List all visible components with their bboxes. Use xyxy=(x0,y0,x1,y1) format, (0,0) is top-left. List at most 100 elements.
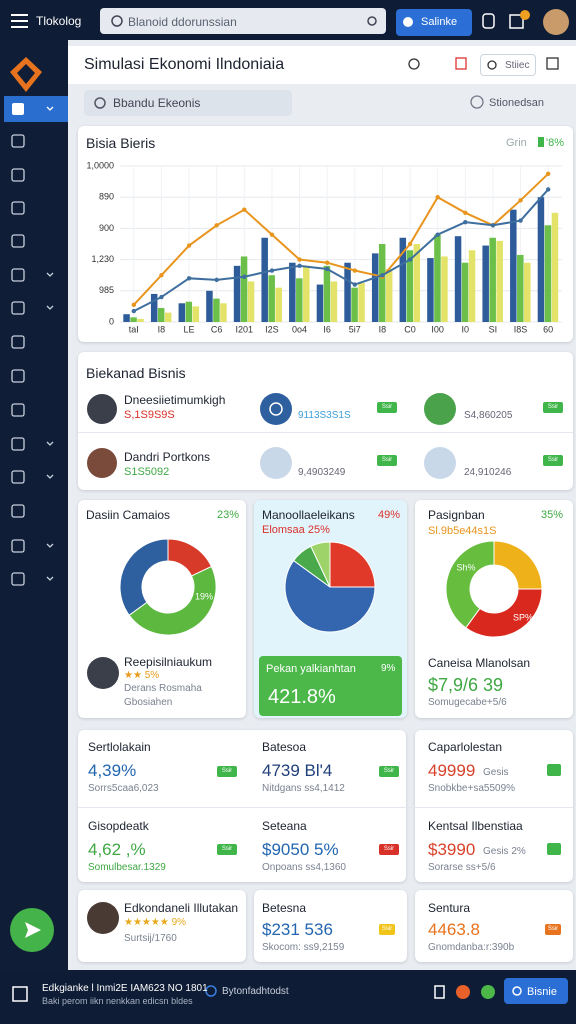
stat-note: Onpoans ss4,1360 xyxy=(262,862,346,873)
point xyxy=(463,219,468,225)
stats-card xyxy=(78,730,406,882)
badge: Ssir xyxy=(545,924,561,935)
x-tick-label: I201 xyxy=(236,324,254,334)
x-tick-label: SI xyxy=(489,324,498,334)
search-icon[interactable] xyxy=(367,16,377,26)
bell-icon[interactable] xyxy=(482,13,495,29)
menu-icon[interactable] xyxy=(11,14,28,28)
filter-search[interactable] xyxy=(84,90,292,116)
business-value: S1S5092 xyxy=(124,466,170,478)
point xyxy=(352,282,358,287)
business-icon xyxy=(260,447,292,479)
header-search[interactable] xyxy=(480,54,536,76)
sidebar-icon[interactable] xyxy=(11,268,25,282)
x-tick-label: 0o4 xyxy=(292,324,307,334)
slice-label: 19% xyxy=(195,591,213,601)
icon-part xyxy=(455,57,467,70)
stat-note: Somulbesar.1329 xyxy=(88,862,166,873)
point xyxy=(131,302,137,308)
bar xyxy=(247,281,255,322)
filter-placeholder: Bbandu Ekeonis xyxy=(113,96,201,110)
business-icon xyxy=(260,393,292,425)
sidebar-icon[interactable] xyxy=(11,201,25,215)
chart-title: Bisia Bieris xyxy=(86,135,156,151)
point xyxy=(186,276,192,281)
point xyxy=(435,195,440,200)
bar xyxy=(275,287,282,322)
footer-icon[interactable] xyxy=(456,985,470,999)
sidebar-icon[interactable] xyxy=(11,403,25,417)
stat-note: Sorarse ss+5/6 xyxy=(428,862,496,873)
header-icons[interactable] xyxy=(408,57,559,70)
bar xyxy=(551,212,559,322)
bar xyxy=(517,254,524,322)
rating: ★★ 5% xyxy=(124,670,160,681)
bar xyxy=(316,284,324,322)
footer-subtitle: Baki perom iikn nenkkan edicsn bldes xyxy=(42,996,193,1006)
icon-part xyxy=(455,57,467,70)
legend-badge: '8% xyxy=(546,137,564,149)
point xyxy=(269,268,275,273)
y-tick-label: 890 xyxy=(99,192,114,202)
dropdown-icon[interactable] xyxy=(470,95,484,109)
stat-note: Skocom: ss9,2159 xyxy=(262,942,345,953)
avatar xyxy=(87,657,119,689)
x-tick-label: C6 xyxy=(211,324,223,334)
stats-card xyxy=(415,730,573,882)
stat-value: 4,62 ,% xyxy=(88,840,146,859)
search-placeholder: Blanoid ddorunssian xyxy=(128,15,237,29)
inbox-icon[interactable] xyxy=(509,14,524,29)
stat-value: 4739 Bl'4 xyxy=(262,761,333,780)
sidebar-icon[interactable] xyxy=(11,470,25,484)
x-tick-label: 5i7 xyxy=(349,324,361,334)
bar xyxy=(289,262,296,322)
footer-link[interactable]: Bytonfadhtodst xyxy=(222,986,289,997)
icon-part xyxy=(12,986,28,1002)
footer-button[interactable] xyxy=(504,978,568,1004)
sidebar-icon xyxy=(12,103,24,115)
bar xyxy=(358,283,365,322)
slice xyxy=(310,541,331,588)
stat-value: 4463.8 xyxy=(428,920,480,939)
stat-label: Seteana xyxy=(262,819,307,833)
sidebar-icon[interactable] xyxy=(11,572,25,586)
person-line: Gbosiahen xyxy=(124,697,173,708)
point xyxy=(518,218,523,223)
icon-part xyxy=(512,986,522,996)
bar xyxy=(137,318,144,322)
business-metric: 9113S3S1S xyxy=(298,410,351,421)
sidebar-icon[interactable] xyxy=(11,234,25,248)
badge: Ssir xyxy=(217,766,237,777)
sidebar-icon[interactable] xyxy=(11,301,25,315)
bar xyxy=(399,237,407,322)
point xyxy=(545,187,551,192)
sidebar-icon[interactable] xyxy=(11,335,25,349)
business-card xyxy=(78,352,573,490)
footer-icons[interactable] xyxy=(12,985,522,1002)
highlight-box xyxy=(259,656,402,716)
bar xyxy=(123,314,130,322)
sidebar-icon[interactable] xyxy=(11,168,25,182)
avatar[interactable] xyxy=(543,9,569,35)
sidebar-icon[interactable] xyxy=(11,134,25,148)
sidebar-icon[interactable] xyxy=(11,437,25,451)
point xyxy=(214,223,219,228)
stat-label: Sentura xyxy=(428,901,471,915)
stat-value: $9050 5% xyxy=(262,840,339,859)
search-icon xyxy=(111,15,123,27)
status-icon xyxy=(547,764,561,776)
slice xyxy=(119,538,169,616)
icon-part xyxy=(433,60,441,68)
slice-label: Sh% xyxy=(456,562,475,572)
slice xyxy=(445,540,495,629)
business-name: Dandri Portkons xyxy=(124,450,211,464)
sidebar-icon[interactable] xyxy=(11,539,25,553)
footer-icon[interactable] xyxy=(481,985,495,999)
bar xyxy=(510,209,517,322)
header-icons[interactable] xyxy=(408,57,559,70)
search-box[interactable] xyxy=(100,8,386,34)
sidebar-icon[interactable] xyxy=(11,369,25,383)
badge: Ssir xyxy=(217,844,237,855)
sidebar-icon[interactable] xyxy=(11,504,25,518)
bar xyxy=(213,298,220,322)
